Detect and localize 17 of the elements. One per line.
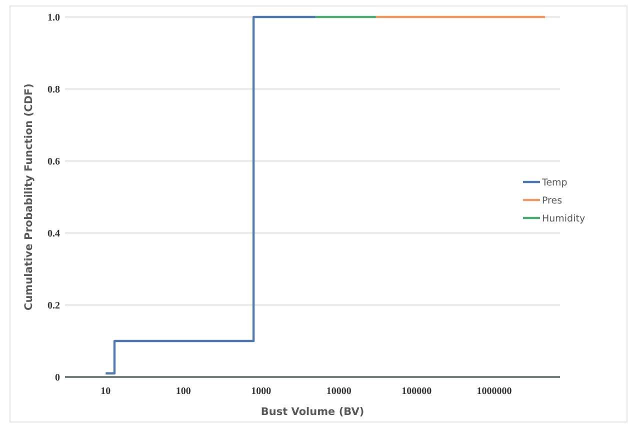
legend-label: Pres: [542, 195, 562, 206]
y-tick-label: 0.6: [48, 156, 60, 168]
legend-label: Temp: [541, 177, 568, 188]
x-tick-label: 10: [100, 386, 111, 397]
x-tick-label: 10000: [326, 386, 352, 397]
y-tick-label: 0.4: [48, 228, 60, 240]
y-tick-label: 0.2: [48, 300, 60, 312]
y-axis-title: Cumulative Probability Function (CDF): [23, 83, 35, 311]
x-tick-label: 100000: [402, 386, 432, 397]
x-axis-title: Bust Volume (BV): [260, 406, 364, 418]
legend-label: Humidity: [542, 213, 586, 224]
x-tick-label: 1000000: [476, 386, 512, 397]
x-tick-label: 100: [176, 386, 191, 397]
x-tick-label: 1000: [251, 386, 272, 397]
y-tick-label: 1.0: [48, 12, 60, 24]
y-tick-label: 0.8: [48, 84, 60, 96]
y-tick-label: 0: [55, 372, 60, 384]
